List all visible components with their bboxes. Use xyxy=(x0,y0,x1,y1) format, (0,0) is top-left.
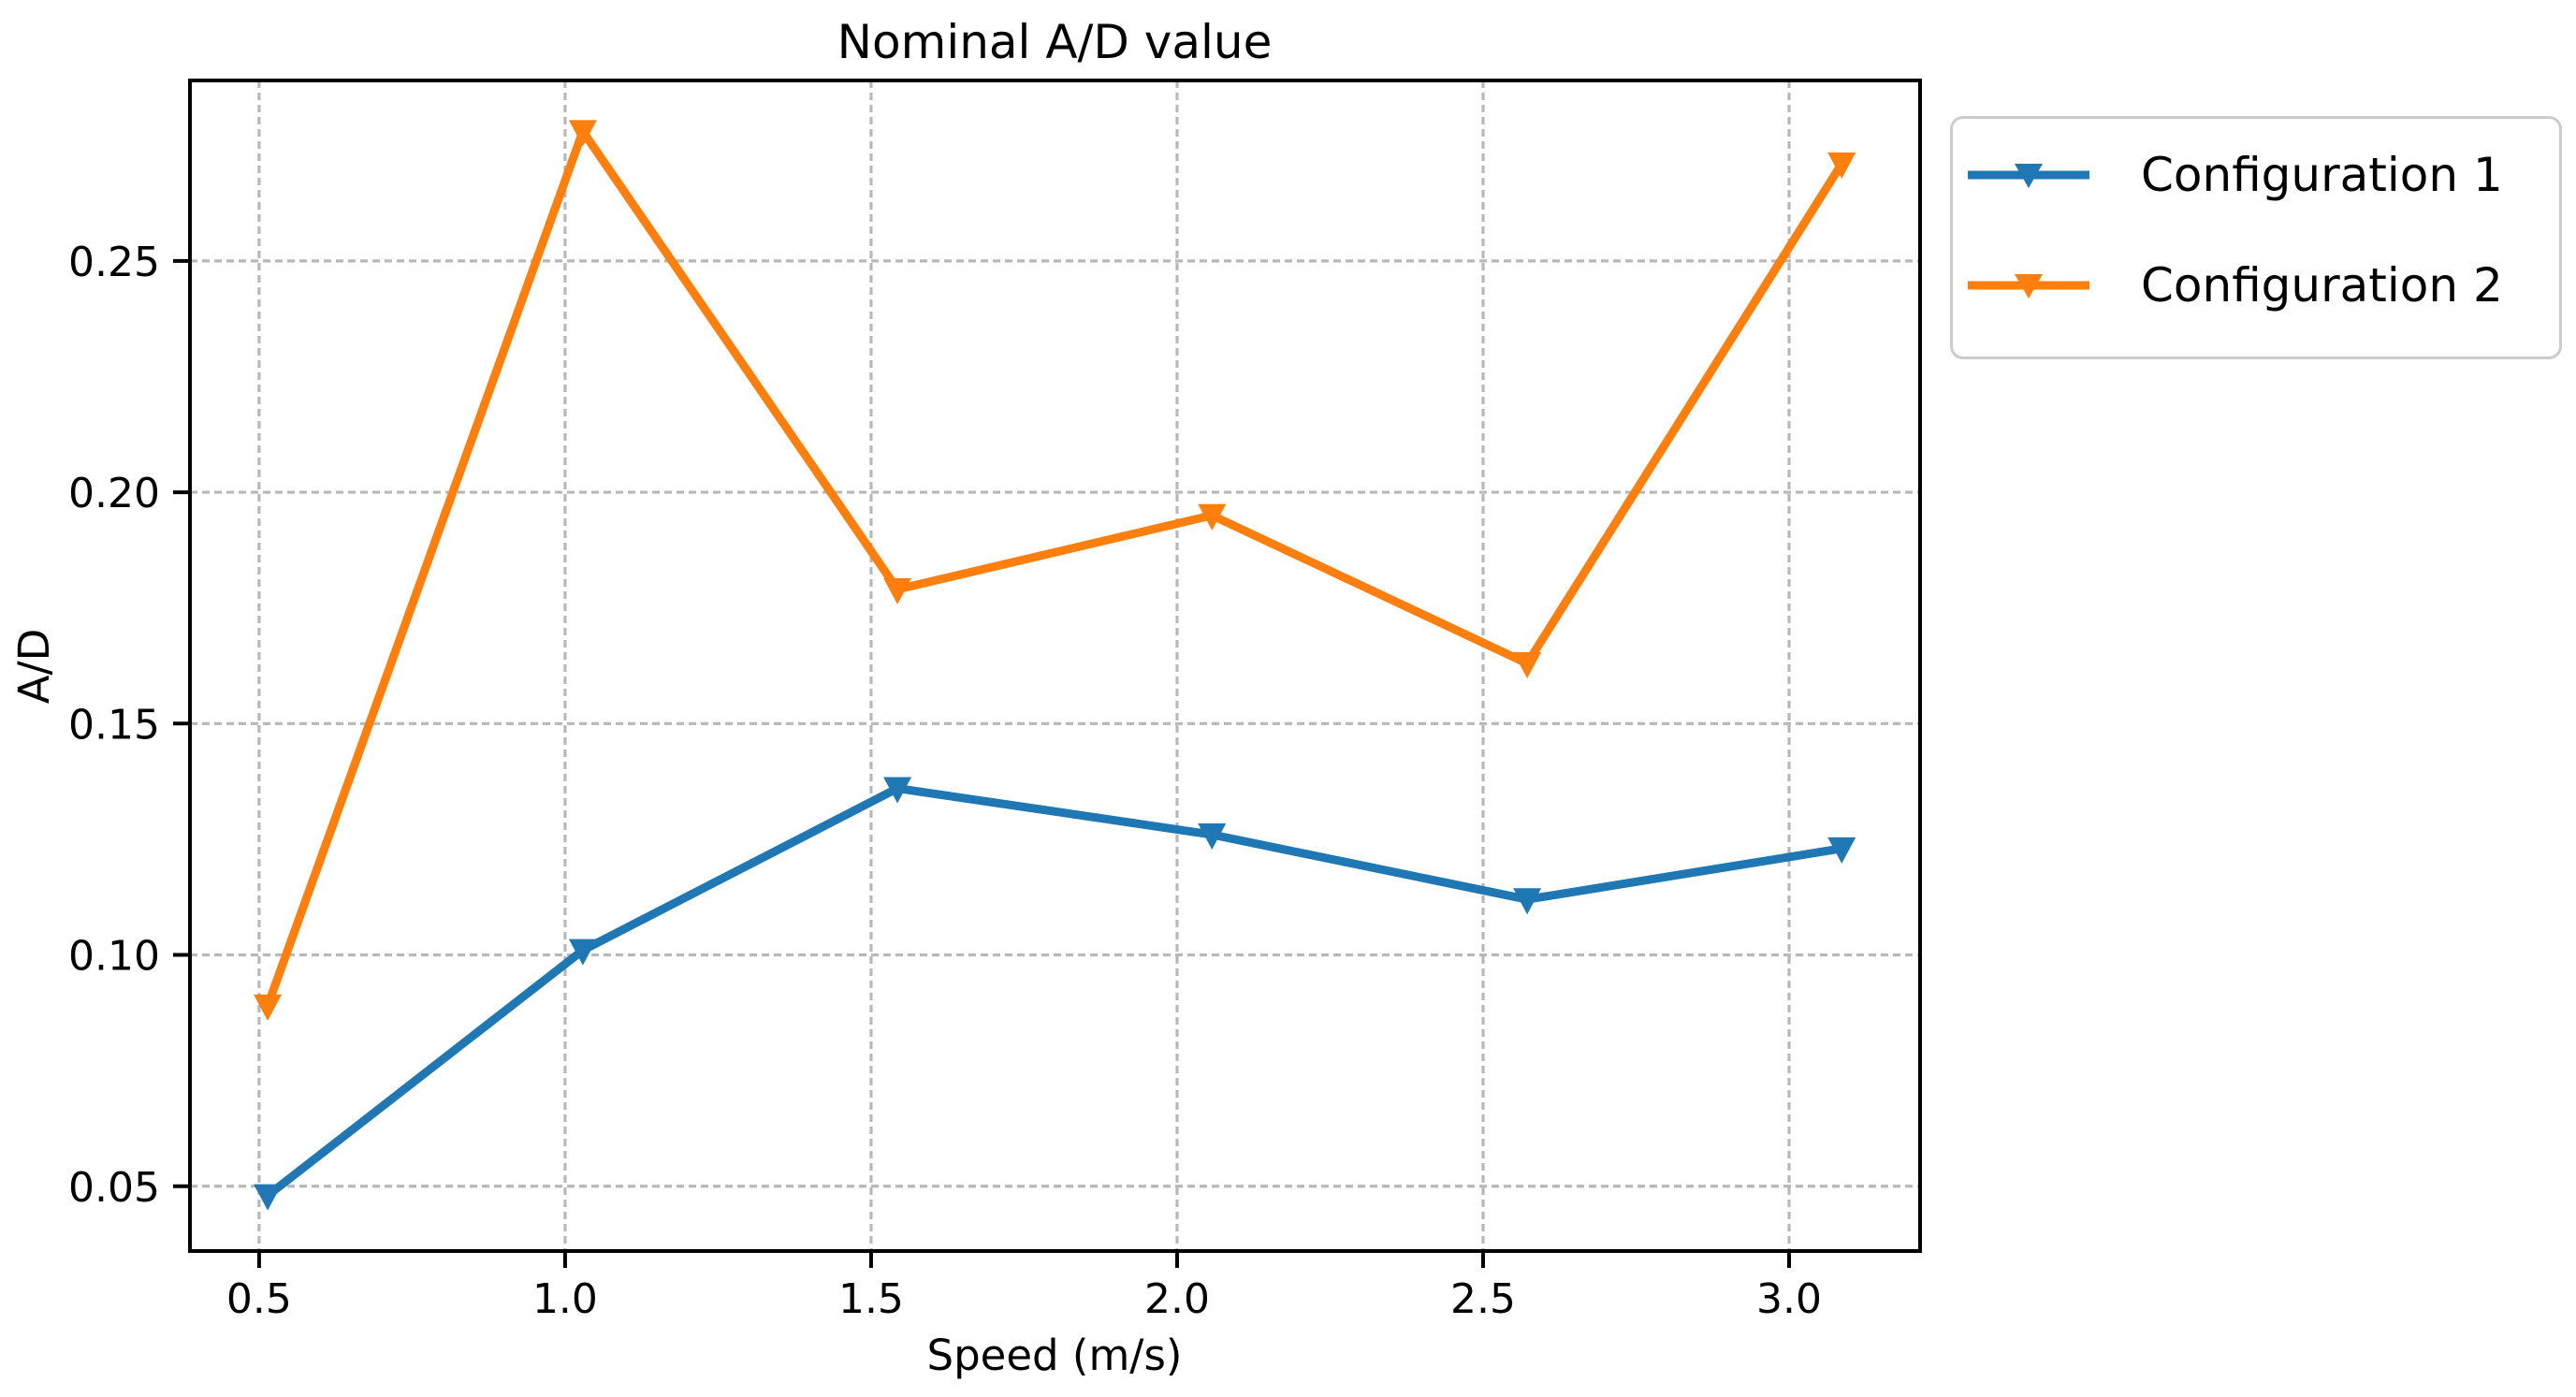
data-point-marker xyxy=(568,120,597,147)
data-point-marker xyxy=(1513,888,1542,915)
x-tick-label: 2.0 xyxy=(1144,1275,1210,1323)
x-tick-label: 0.5 xyxy=(226,1275,292,1323)
legend-sample-line-2 xyxy=(1968,274,2089,298)
series-layer xyxy=(254,120,1856,1211)
y-tick-label: 0.20 xyxy=(68,470,160,517)
data-point-marker xyxy=(1198,503,1227,531)
data-point-marker xyxy=(883,577,912,604)
data-point-marker xyxy=(883,777,912,804)
y-tick-label: 0.25 xyxy=(68,239,160,286)
grid-layer xyxy=(190,80,1920,1251)
y-tick-label: 0.10 xyxy=(68,933,160,981)
tick-layer: 0.5 1.0 1.5 2.0 2.5 3.0 0.05 0.10 0.15 0.20 0.25 xyxy=(68,239,1822,1323)
data-point-marker xyxy=(1198,822,1227,850)
data-point-marker xyxy=(1827,837,1856,864)
x-tick-label: 1.5 xyxy=(838,1275,904,1323)
series-line-configuration-2 xyxy=(263,126,1846,1011)
legend-sample-line-1 xyxy=(1968,164,2089,188)
x-tick-label: 2.5 xyxy=(1450,1275,1516,1323)
triangle-down-marker-icon xyxy=(2015,164,2043,188)
y-tick-label: 0.15 xyxy=(68,701,160,749)
x-axis-label: Speed (m/s) xyxy=(927,1331,1183,1380)
data-point-marker xyxy=(1513,652,1542,679)
data-point-marker xyxy=(254,994,283,1021)
x-tick-label: 1.0 xyxy=(532,1275,598,1323)
legend: Configuration 1 Configuration 2 xyxy=(1950,116,2562,359)
data-point-marker xyxy=(568,939,597,966)
legend-entry-configuration-1: Configuration 1 xyxy=(1968,145,2540,205)
triangle-down-marker-icon xyxy=(2015,274,2043,298)
x-tick-label: 3.0 xyxy=(1756,1275,1822,1323)
legend-label: Configuration 1 xyxy=(2141,147,2503,202)
plot-frame xyxy=(188,79,1922,1253)
data-point-marker xyxy=(1827,153,1856,180)
y-tick-label: 0.05 xyxy=(68,1164,160,1212)
legend-label: Configuration 2 xyxy=(2141,257,2503,313)
chart-title: Nominal A/D value xyxy=(837,15,1273,69)
series-line-configuration-1 xyxy=(263,784,1846,1201)
data-point-marker xyxy=(254,1184,283,1211)
legend-entry-configuration-2: Configuration 2 xyxy=(1968,255,2540,315)
y-axis-label: A/D xyxy=(9,629,59,705)
